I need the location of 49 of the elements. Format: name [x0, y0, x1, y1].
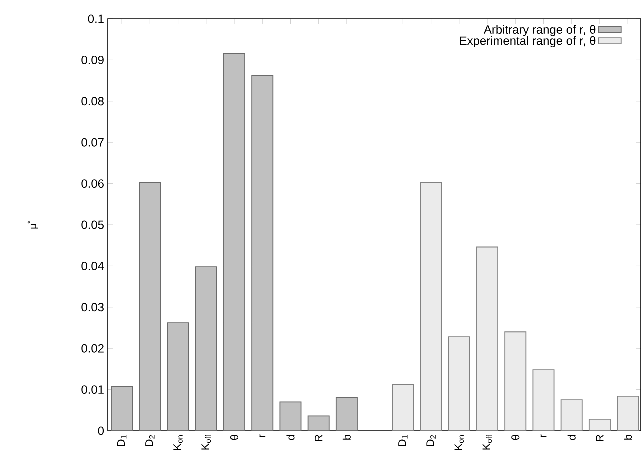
bar: [252, 75, 274, 431]
x-tick-label: K$_{on}$: [454, 436, 464, 450]
x-tick-label: b: [624, 434, 632, 440]
x-tick-label: K$_{on}$: [174, 436, 183, 450]
legend-label: Arbitrary range of r, θ: [484, 25, 596, 36]
bar: [336, 397, 358, 431]
bar: [532, 370, 555, 431]
x-tick-label: D$_{2}$: [426, 435, 436, 446]
x-tick-label: K$_{off}$: [202, 435, 212, 450]
x-tick-label: θ: [512, 435, 520, 440]
x-tick-label: D$_{1}$: [398, 435, 408, 446]
x-tick-label: r: [260, 434, 266, 438]
y-tick-label: 0.02: [82, 344, 104, 353]
x-tick-label: R: [596, 435, 604, 442]
y-tick-label: 0.03: [82, 303, 104, 312]
bar: [560, 400, 583, 431]
x-tick-label: r: [540, 434, 547, 438]
x-tick-label: θ: [230, 435, 239, 440]
x-tick-label: R: [315, 435, 323, 442]
bar: [448, 336, 470, 431]
x-tick-label: b: [342, 434, 351, 440]
x-tick-label: d: [568, 435, 576, 440]
y-tick-label: 0.05: [82, 220, 104, 230]
x-tick-label: K$_{off}$: [482, 435, 492, 450]
bar: [392, 384, 414, 431]
bar: [617, 396, 640, 431]
y-tick-label: 0.06: [82, 180, 104, 188]
bar: [280, 402, 302, 431]
y-tick-label: 0.04: [82, 262, 104, 270]
bar: [476, 246, 499, 431]
y-axis-title: μ$^{*}$: [28, 221, 38, 229]
x-tick-label: D$_{1}$: [117, 435, 127, 446]
bar: [504, 332, 527, 431]
bar: [420, 182, 442, 431]
y-tick-label: 0.09: [82, 56, 104, 64]
y-tick-label: 0.1: [88, 14, 104, 24]
y-tick-label: 0.08: [82, 97, 104, 106]
bar: [224, 53, 246, 431]
bar: [111, 386, 134, 431]
legend-label: Experimental range of r, θ: [460, 36, 596, 48]
x-tick-label: d: [286, 435, 295, 440]
bar: [308, 416, 330, 431]
bar: [167, 322, 190, 431]
bar: [195, 266, 218, 431]
bar: [139, 182, 162, 431]
x-tick-label: D$_{2}$: [146, 435, 155, 446]
y-tick-label: 0.01: [82, 386, 104, 394]
y-tick-label: 0: [98, 426, 104, 436]
y-tick-label: 0.07: [82, 138, 104, 147]
